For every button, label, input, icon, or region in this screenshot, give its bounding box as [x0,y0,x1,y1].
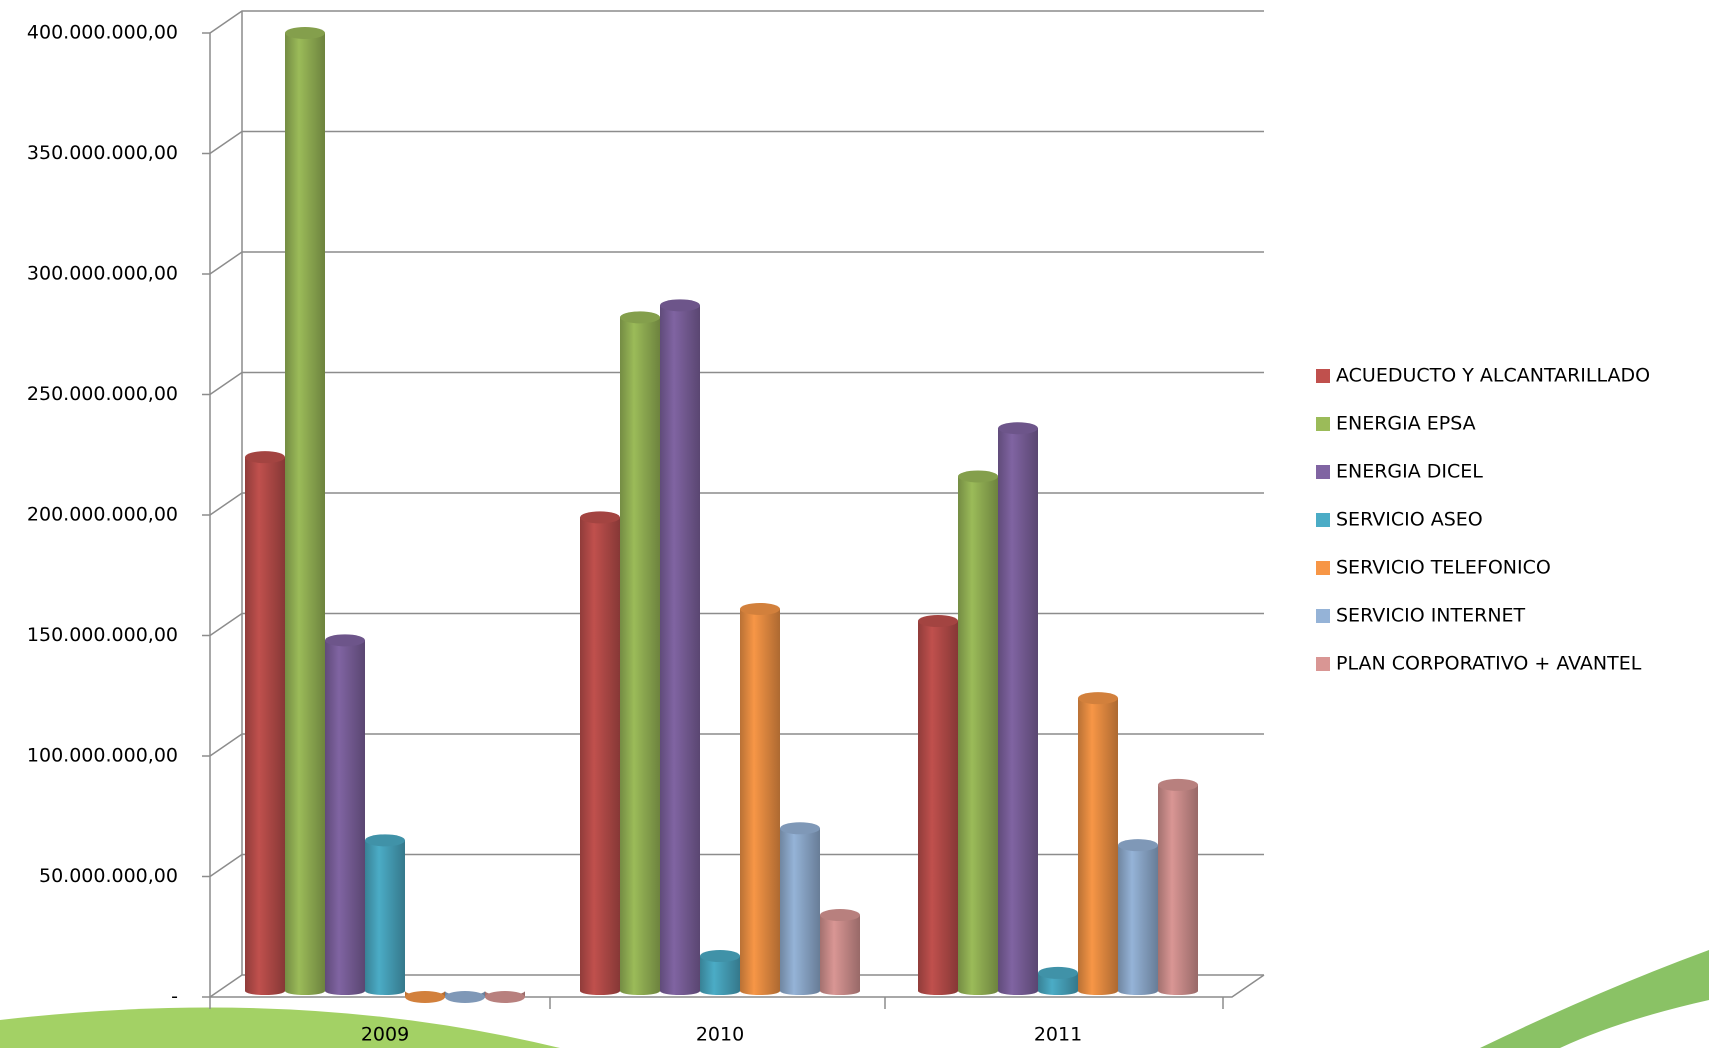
bar-group [620,311,660,995]
bar [365,840,405,995]
bar-group [580,511,620,995]
legend-label: SERVICIO INTERNET [1336,605,1526,627]
bar-top [998,422,1038,435]
legend-label: PLAN CORPORATIVO + AVANTEL [1336,653,1642,675]
decoration [0,1007,560,1048]
bar-group [1078,692,1118,995]
bar-group [365,834,405,995]
bar-group [918,615,958,995]
bar-top [918,615,958,628]
y-tick-label: 350.000.000,00 [27,142,178,164]
legend-label: ENERGIA EPSA [1336,413,1476,435]
grid-line [209,10,1264,34]
bar-group [780,822,820,995]
bar [918,621,958,995]
bar-top [1078,692,1118,705]
bar [1038,972,1078,995]
bar [245,457,285,995]
bar-top [285,27,325,39]
legend-swatch [1316,513,1330,527]
bar-group [1118,839,1158,995]
y-tick-label: 250.000.000,00 [27,383,178,405]
bar-group [445,991,485,1003]
bar [580,517,620,995]
bar-top [1038,966,1078,979]
bar-group [740,602,780,995]
bar [1078,698,1118,995]
bar-top [780,822,820,835]
bar-group [325,634,365,995]
legend-swatch [1316,465,1330,479]
bar [1158,784,1198,995]
grid-line [209,612,1264,637]
bar-top [620,311,660,324]
grid-line [209,371,1264,396]
legend-label: ENERGIA DICEL [1336,461,1483,483]
legend-label: SERVICIO TELEFONICO [1336,557,1551,579]
bar-top [700,950,740,963]
bar [820,915,860,995]
bar [325,640,365,995]
bar-group [700,950,740,995]
bar-group [998,422,1038,995]
bar [998,428,1038,995]
x-tick-label: 2009 [361,1024,409,1046]
bar [740,608,780,995]
bar-group [1158,778,1198,995]
bar [700,956,740,995]
legend-swatch [1316,561,1330,575]
bar-group [485,991,525,1003]
bar-top [445,991,485,1003]
grid-line [209,130,1264,155]
bar [780,828,820,995]
bar-top [660,299,700,312]
bar-top [365,834,405,847]
y-tick-label: 400.000.000,00 [27,22,178,44]
legend-swatch [1316,417,1330,431]
x-tick-label: 2010 [696,1024,744,1046]
grid-line [209,492,1264,516]
legend-swatch [1316,657,1330,671]
bar [620,317,660,995]
bar [1118,845,1158,995]
bar-top [1158,778,1198,791]
bar-top [958,470,998,483]
bar-top [740,602,780,615]
grid-line [209,251,1264,275]
y-tick-label: - [171,986,178,1008]
bar-top [580,511,620,524]
bar-group [958,470,998,995]
y-tick-label: 200.000.000,00 [27,504,178,526]
bar-group [1038,966,1078,995]
y-tick-label: 100.000.000,00 [27,745,178,767]
bar [660,305,700,996]
legend-swatch [1316,609,1330,623]
bar-group [245,451,285,995]
bar-top [325,634,365,647]
bar-group [405,991,445,1003]
bar-top [485,991,525,1003]
bar [285,33,325,995]
legend-label: SERVICIO ASEO [1336,509,1483,531]
bar [958,476,998,995]
bar-group [285,27,325,995]
y-tick-label: 150.000.000,00 [27,624,178,646]
x-tick-label: 2011 [1034,1024,1082,1046]
y-tick-label: 300.000.000,00 [27,263,178,285]
bar-group [660,299,700,996]
bar-group [820,909,860,995]
bar-top [245,451,285,464]
bar-top [405,991,445,1003]
legend-label: ACUEDUCTO Y ALCANTARILLADO [1336,365,1650,387]
legend-swatch [1316,369,1330,383]
decoration [1480,950,1709,1048]
bar-top [1118,839,1158,852]
y-tick-label: 50.000.000,00 [39,865,178,887]
bar-top [820,909,860,922]
